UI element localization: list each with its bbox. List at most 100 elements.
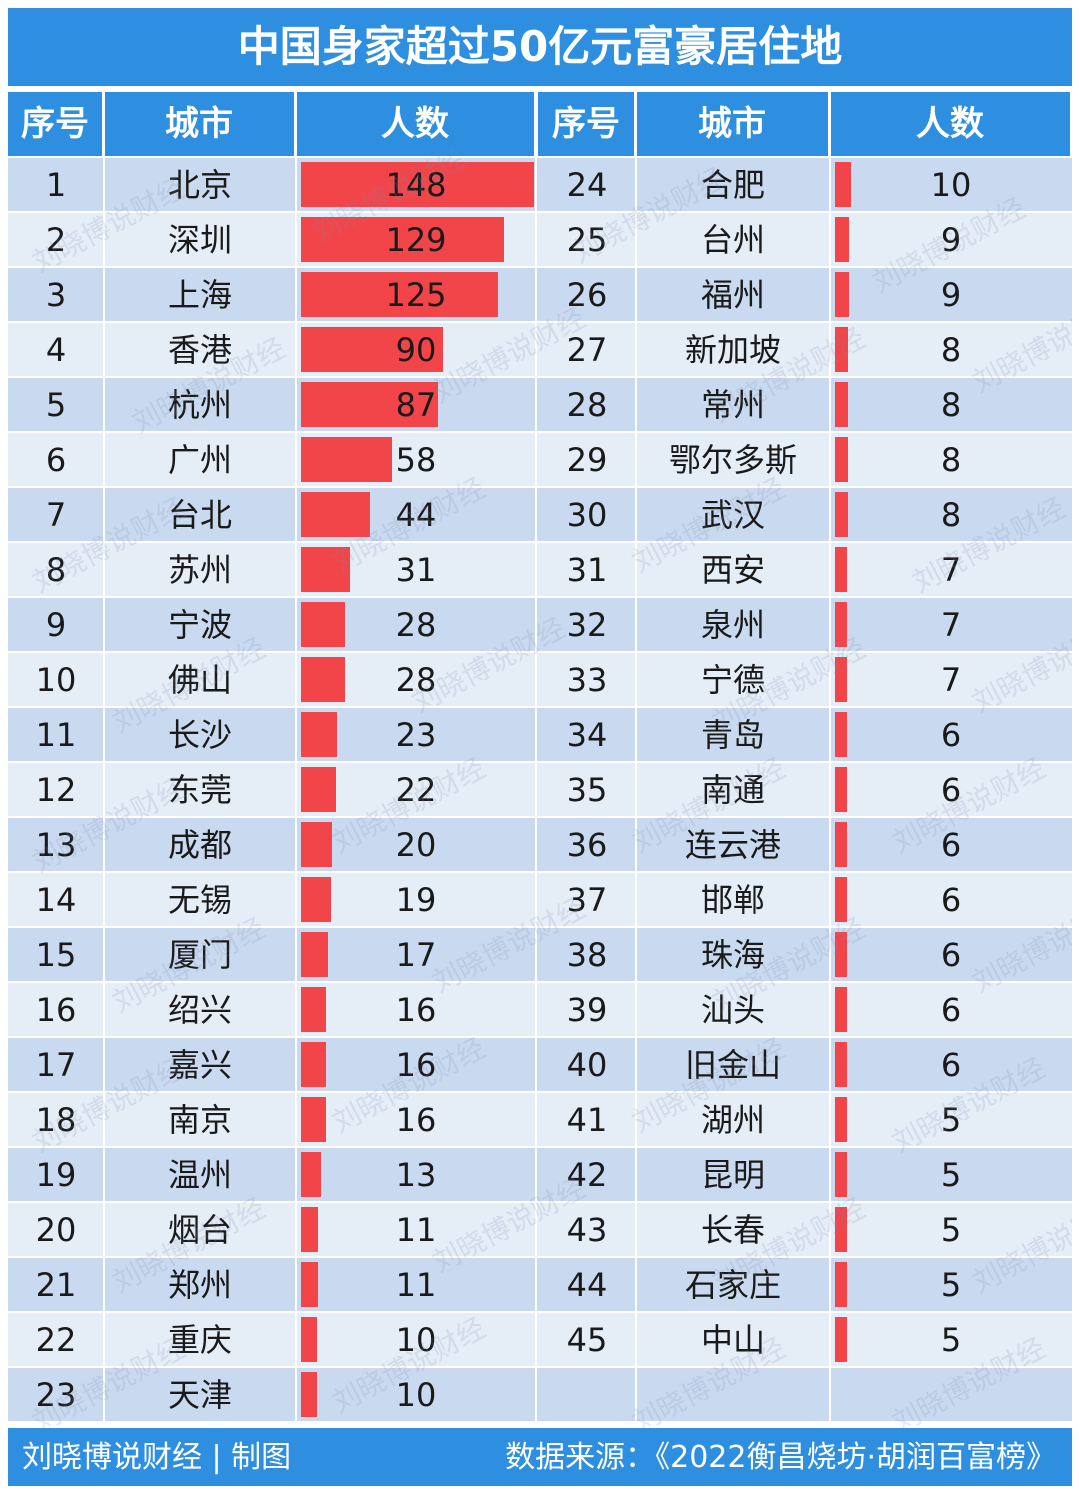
column-divider <box>535 92 537 1423</box>
bar-mark <box>835 327 848 372</box>
rank-cell: 18 <box>35 1101 77 1139</box>
bar-mark <box>835 437 848 482</box>
city-cell: 福州 <box>700 276 765 314</box>
rank-cell: 27 <box>566 331 608 369</box>
bar-mark <box>835 767 847 812</box>
bar-mark <box>301 712 337 757</box>
value-label: 5 <box>940 1321 962 1359</box>
table-row <box>8 158 1072 211</box>
rank-cell: 38 <box>566 936 608 974</box>
rank-cell: 37 <box>566 881 608 919</box>
rank-cell: 28 <box>566 386 608 424</box>
bar-mark <box>835 162 851 207</box>
table-row <box>8 1368 1072 1421</box>
bar-mark <box>301 987 326 1032</box>
bar-mark <box>301 1152 321 1197</box>
value-label: 20 <box>395 826 437 864</box>
bar-mark <box>835 1262 847 1307</box>
rank-cell: 12 <box>35 771 77 809</box>
value-label: 8 <box>940 441 962 479</box>
rank-cell: 16 <box>35 991 77 1029</box>
value-label: 10 <box>930 166 972 204</box>
table-row <box>8 1148 1072 1201</box>
table-row <box>8 433 1072 486</box>
value-label: 58 <box>395 441 437 479</box>
rank-cell: 40 <box>566 1046 608 1084</box>
rank-cell: 25 <box>566 221 608 259</box>
value-label: 11 <box>395 1266 437 1304</box>
value-label: 5 <box>940 1211 962 1249</box>
table-row <box>8 598 1072 651</box>
city-cell: 宁德 <box>700 661 765 699</box>
table-row <box>8 1038 1072 1091</box>
value-label: 8 <box>940 386 962 424</box>
bar-mark <box>301 327 443 372</box>
value-label: 44 <box>395 496 437 534</box>
rank-cell: 17 <box>35 1046 77 1084</box>
table-row <box>8 323 1072 376</box>
table-row <box>8 213 1072 266</box>
rank-cell: 34 <box>566 716 608 754</box>
city-cell: 珠海 <box>700 936 765 974</box>
city-cell: 鄂尔多斯 <box>668 441 797 479</box>
bar-mark <box>301 1372 317 1417</box>
rank-cell: 26 <box>566 276 608 314</box>
bar-mark <box>835 1042 847 1087</box>
rank-cell: 33 <box>566 661 608 699</box>
rank-cell: 6 <box>45 441 67 479</box>
value-label: 16 <box>395 1101 437 1139</box>
rank-cell: 43 <box>566 1211 608 1249</box>
bar-mark <box>301 1097 326 1142</box>
rank-cell: 3 <box>45 276 67 314</box>
city-cell: 温州 <box>167 1156 232 1194</box>
rank-cell: 42 <box>566 1156 608 1194</box>
city-cell: 烟台 <box>167 1211 232 1249</box>
column-divider <box>295 92 297 1423</box>
city-cell: 汕头 <box>700 991 765 1029</box>
bar-mark <box>835 1317 847 1362</box>
bar-mark <box>301 602 345 647</box>
rank-cell: 14 <box>35 881 77 919</box>
rank-cell: 36 <box>566 826 608 864</box>
rank-cell: 24 <box>566 166 608 204</box>
column-header: 城市 <box>636 92 828 156</box>
table-frame: 中国身家超过50亿元富豪居住地 序号 城市 人数 序号 城市 人数 1 北京 148 2 深圳 129… <box>4 4 1072 1486</box>
value-label: 9 <box>940 221 962 259</box>
rank-cell: 21 <box>35 1266 77 1304</box>
rank-cell: 20 <box>35 1211 77 1249</box>
rank-cell: 32 <box>566 606 608 644</box>
value-label: 8 <box>940 331 962 369</box>
bar-mark <box>301 822 332 867</box>
city-cell: 厦门 <box>167 936 232 974</box>
bar-mark <box>835 217 849 262</box>
bar-mark <box>835 1207 847 1252</box>
rank-cell: 19 <box>35 1156 77 1194</box>
city-cell: 邯郸 <box>700 881 765 919</box>
chart-title: 中国身家超过50亿元富豪居住地 <box>8 8 1072 86</box>
bar-mark <box>301 492 370 537</box>
bar-mark <box>301 1042 326 1087</box>
value-label: 5 <box>940 1156 962 1194</box>
city-cell: 天津 <box>167 1376 232 1414</box>
rank-cell: 45 <box>566 1321 608 1359</box>
rank-cell: 29 <box>566 441 608 479</box>
city-cell: 苏州 <box>167 551 232 589</box>
city-cell: 武汉 <box>700 496 765 534</box>
city-cell: 旧金山 <box>684 1046 781 1084</box>
bar-mark <box>301 1262 318 1307</box>
city-cell: 北京 <box>167 166 232 204</box>
city-cell: 佛山 <box>167 661 232 699</box>
column-divider <box>635 92 637 1423</box>
value-label: 10 <box>395 1376 437 1414</box>
city-cell: 重庆 <box>167 1321 232 1359</box>
value-label: 8 <box>940 496 962 534</box>
bar-mark <box>301 1207 318 1252</box>
city-cell: 湖州 <box>700 1101 765 1139</box>
city-cell: 中山 <box>700 1321 765 1359</box>
rank-cell: 23 <box>35 1376 77 1414</box>
rank-cell: 5 <box>45 386 67 424</box>
value-label: 7 <box>940 551 962 589</box>
table-row <box>8 873 1072 926</box>
value-label: 11 <box>395 1211 437 1249</box>
rank-cell: 10 <box>35 661 77 699</box>
